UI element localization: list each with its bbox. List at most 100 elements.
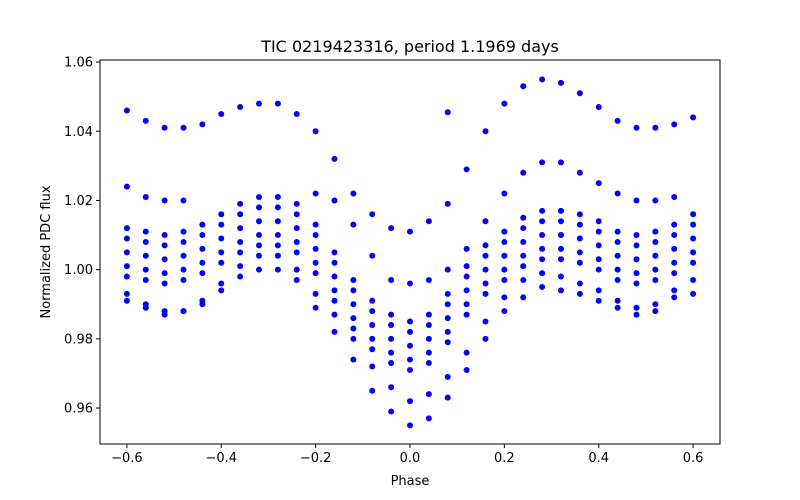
data-point xyxy=(671,245,678,252)
data-point xyxy=(218,280,225,287)
data-point xyxy=(180,228,187,235)
y-tick-label: 0.98 xyxy=(64,332,93,347)
data-point xyxy=(180,124,187,131)
data-point xyxy=(350,301,357,308)
data-point xyxy=(142,238,149,245)
data-point xyxy=(331,197,338,204)
data-point xyxy=(482,252,489,259)
data-point xyxy=(671,294,678,301)
data-point xyxy=(501,252,508,259)
data-point xyxy=(595,256,602,263)
data-point xyxy=(444,339,451,346)
data-point xyxy=(614,190,621,197)
data-point xyxy=(614,228,621,235)
data-point xyxy=(388,360,395,367)
data-point xyxy=(369,297,376,304)
data-point xyxy=(444,373,451,380)
data-point xyxy=(312,290,319,297)
data-point xyxy=(595,180,602,187)
data-point xyxy=(256,218,263,225)
data-point xyxy=(557,159,564,166)
data-point xyxy=(218,221,225,228)
data-point xyxy=(444,301,451,308)
data-point xyxy=(633,256,640,263)
data-point xyxy=(463,301,470,308)
data-point xyxy=(539,232,546,239)
data-point xyxy=(331,259,338,266)
data-point xyxy=(614,266,621,273)
data-point xyxy=(199,259,206,266)
data-point xyxy=(142,266,149,273)
data-point xyxy=(293,277,300,284)
data-point xyxy=(407,398,413,405)
data-point xyxy=(633,311,640,318)
data-point xyxy=(482,218,489,225)
data-point xyxy=(256,232,263,239)
data-point xyxy=(520,214,527,221)
data-point xyxy=(161,256,168,263)
data-point xyxy=(218,211,225,218)
x-tick-label: 0.2 xyxy=(494,451,515,466)
data-point xyxy=(557,245,564,252)
data-point xyxy=(652,124,659,131)
data-point xyxy=(350,335,357,342)
data-point xyxy=(633,197,640,204)
data-point xyxy=(350,356,357,363)
data-point xyxy=(520,277,527,284)
data-point xyxy=(633,124,640,131)
data-point xyxy=(293,266,300,273)
y-tick-label: 1.04 xyxy=(64,125,93,140)
data-point xyxy=(425,360,432,367)
data-point xyxy=(690,277,697,284)
data-point xyxy=(180,277,187,284)
data-point xyxy=(501,228,508,235)
data-point xyxy=(312,190,319,197)
data-point xyxy=(161,270,168,277)
data-point xyxy=(520,83,527,90)
data-point xyxy=(350,315,357,322)
data-point xyxy=(520,252,527,259)
data-point xyxy=(576,290,583,297)
data-point xyxy=(142,252,149,259)
data-point xyxy=(312,128,319,135)
data-point xyxy=(671,287,678,294)
data-points xyxy=(123,76,697,429)
data-point xyxy=(274,218,281,225)
data-point xyxy=(444,266,451,273)
data-point xyxy=(652,301,659,308)
x-tick-label: 0.4 xyxy=(588,451,609,466)
data-point xyxy=(425,277,432,284)
data-point xyxy=(425,321,432,328)
data-point xyxy=(557,79,564,86)
data-point xyxy=(444,315,451,322)
data-point xyxy=(482,290,489,297)
data-point xyxy=(595,297,602,304)
data-point xyxy=(369,346,376,353)
data-point xyxy=(237,211,244,218)
data-point xyxy=(463,311,470,318)
y-tick-label: 0.96 xyxy=(64,402,93,417)
data-point xyxy=(557,287,564,294)
data-point xyxy=(690,259,697,266)
data-point xyxy=(388,321,395,328)
data-point xyxy=(388,408,395,415)
data-point xyxy=(274,204,281,211)
data-point xyxy=(576,169,583,176)
data-point xyxy=(123,107,130,114)
data-point xyxy=(425,391,432,398)
data-point xyxy=(293,110,300,117)
data-point xyxy=(557,207,564,214)
data-point xyxy=(539,245,546,252)
data-point xyxy=(614,252,621,259)
data-point xyxy=(671,193,678,200)
y-axis-label: Normalized PDC flux xyxy=(39,185,54,318)
data-point xyxy=(312,232,319,239)
data-point xyxy=(690,235,697,242)
data-point xyxy=(256,100,263,107)
data-point xyxy=(633,242,640,249)
data-point xyxy=(652,228,659,235)
data-point xyxy=(463,287,470,294)
data-point xyxy=(520,294,527,301)
data-point xyxy=(237,200,244,207)
